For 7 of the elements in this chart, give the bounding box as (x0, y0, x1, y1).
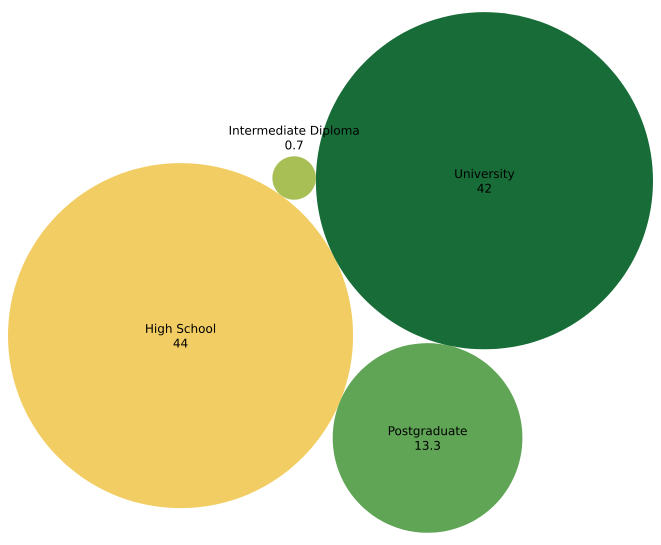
data-label: 42 (477, 184, 491, 193)
data-label: 13.3 (416, 440, 440, 450)
category-label: High School (146, 324, 216, 336)
category-label: Postgraduate (388, 426, 467, 438)
data-label: 0.7 (285, 140, 303, 150)
data-label: 44 (173, 338, 188, 348)
category-label: University (455, 168, 514, 180)
